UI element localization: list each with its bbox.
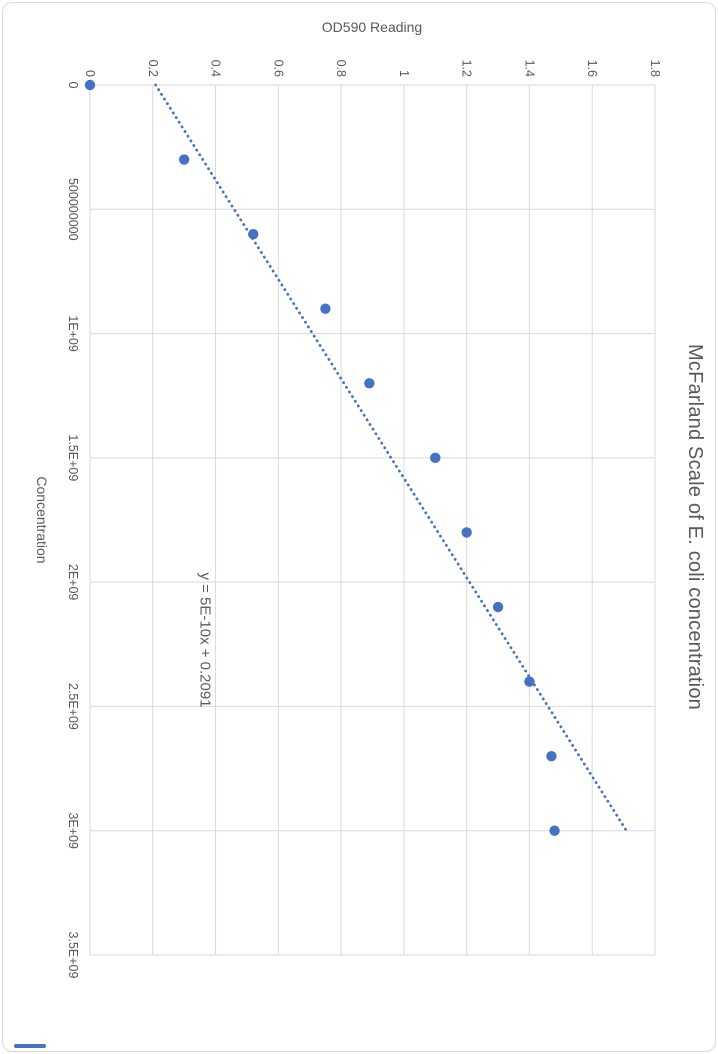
trendline (154, 83, 628, 833)
x-axis-title: Concentration (34, 476, 50, 564)
x-tick-label: 1E+09 (66, 315, 80, 352)
y-tick-label: 0.8 (334, 60, 348, 77)
y-tick-label: 0.4 (209, 60, 223, 77)
data-point (549, 825, 560, 836)
y-tick-label: 0 (83, 70, 97, 77)
data-point (461, 527, 472, 538)
data-point (492, 601, 504, 613)
data-point (248, 228, 259, 240)
x-tick-label: 3E+09 (66, 812, 80, 849)
x-tick-label: 500000000 (66, 178, 80, 241)
x-tick-label: 1.5E+09 (66, 434, 80, 481)
x-tick-label: 2.5E+09 (66, 683, 80, 730)
data-point (524, 676, 535, 687)
y-tick-label: 1.6 (585, 60, 599, 77)
y-tick-label: 1.8 (648, 60, 662, 77)
x-tick-label: 3.5E+09 (66, 932, 80, 979)
x-tick-label: 0 (66, 82, 80, 89)
x-tick-label: 2E+09 (66, 564, 80, 601)
data-point (430, 452, 441, 464)
y-tick-label: 1.4 (522, 60, 536, 77)
data-point (84, 79, 96, 91)
data-point (178, 154, 190, 165)
y-tick-label: 1.2 (460, 60, 474, 77)
data-point (320, 303, 331, 314)
y-axis-title: OD590 Reading (321, 19, 423, 35)
y-tick-label: 0.2 (146, 60, 160, 77)
y-tick-label: 1 (397, 70, 411, 77)
blue-artifact-mark (14, 1044, 46, 1048)
y-tick-label: 0.6 (271, 60, 285, 77)
chart-title: McFarland Scale of E. coli concentration (684, 344, 706, 710)
data-point (546, 750, 557, 762)
trendline-equation: y = 5E-10x + 0.2091 (196, 572, 214, 708)
data-point (364, 378, 375, 389)
